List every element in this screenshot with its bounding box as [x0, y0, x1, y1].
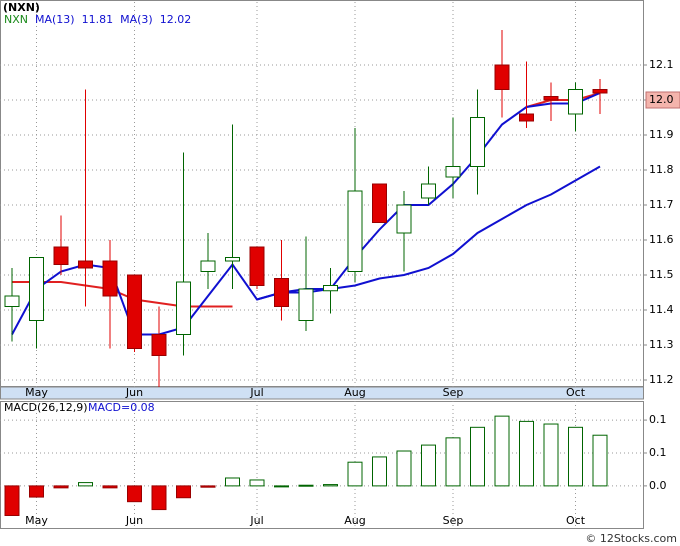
price-panel — [0, 0, 644, 387]
ma-line — [12, 92, 601, 308]
legend-value: 11.81 — [82, 13, 114, 26]
candle-body — [29, 257, 44, 321]
legend: NXN MA(13) 11.81 MA(3) 12.02 — [4, 13, 198, 26]
candle-body — [151, 334, 167, 356]
macd-bar — [347, 461, 363, 487]
macd-bar — [249, 479, 265, 487]
candle-body — [78, 260, 93, 269]
candle-body — [274, 278, 289, 307]
x-tick-label: Aug — [344, 386, 365, 399]
x-tick-label: Jul — [249, 386, 263, 399]
month-strip — [0, 386, 644, 400]
legend-value: 12.02 — [160, 13, 192, 26]
candle-body — [347, 190, 363, 272]
x-tick-label: May — [25, 514, 48, 527]
y-tick-label: 11.7 — [649, 198, 674, 211]
x-tick-label: Sep — [443, 514, 464, 527]
macd-bar — [274, 485, 289, 488]
macd-bar — [29, 485, 44, 498]
y-tick-label: 0.0 — [649, 479, 667, 492]
candle-body — [592, 89, 608, 94]
macd-bar — [568, 426, 583, 487]
macd-legend: MACD=0.08 — [88, 401, 155, 414]
macd-panel — [0, 401, 644, 529]
y-tick-label: 12.1 — [649, 58, 674, 71]
candle-body — [53, 246, 69, 265]
x-tick-label: Sep — [443, 386, 464, 399]
y-tick-label: 11.4 — [649, 303, 674, 316]
y-tick-label: 11.6 — [649, 233, 674, 246]
y-tick-label: 12.0 — [649, 93, 674, 106]
macd-bar — [102, 485, 118, 489]
candle-body — [396, 204, 412, 234]
x-tick-label: May — [25, 386, 48, 399]
candle-body — [200, 260, 216, 272]
macd-bar — [225, 477, 240, 487]
watermark: © 12Stocks.com — [585, 532, 677, 545]
macd-bar — [176, 485, 191, 499]
candle-body — [372, 183, 387, 223]
macd-bar — [543, 423, 559, 487]
x-tick-label: Jun — [125, 514, 143, 527]
macd-bar — [200, 485, 216, 488]
legend-entry: MA(13) — [35, 13, 75, 26]
y-tick-label: 11.5 — [649, 268, 674, 281]
candle-body — [323, 285, 338, 292]
macd-bar — [592, 434, 608, 487]
candle-body — [4, 295, 20, 307]
macd-bar — [470, 426, 485, 487]
legend-entry: NXN — [4, 13, 28, 26]
candle-body — [494, 64, 510, 90]
macd-bar — [151, 485, 167, 511]
x-tick-label: Oct — [566, 386, 586, 399]
macd-bar — [53, 485, 69, 489]
macd-bar — [445, 437, 461, 487]
candle-body — [298, 288, 314, 321]
macd-bar — [396, 450, 412, 487]
ma-line — [256, 165, 601, 301]
candle-body — [127, 274, 142, 349]
macd-bar — [298, 484, 314, 487]
macd-bar — [494, 415, 510, 487]
candle-body — [470, 117, 485, 167]
legend-entry: MA(3) — [120, 13, 153, 26]
candle-body — [102, 260, 118, 297]
macd-title: MACD(26,12,9) — [4, 401, 88, 414]
x-tick-label: Aug — [344, 514, 365, 527]
y-tick-label: 11.2 — [649, 373, 674, 386]
macd-bar — [519, 420, 534, 487]
macd-bar — [127, 485, 142, 503]
candle-body — [421, 183, 436, 199]
chart-title: (NXN) — [3, 1, 40, 14]
candle-body — [249, 246, 265, 286]
y-tick-label: 11.3 — [649, 338, 674, 351]
macd-bar — [78, 482, 93, 487]
candle-body — [543, 96, 559, 101]
y-tick-label: 0.1 — [649, 413, 667, 426]
candle-body — [445, 166, 461, 178]
x-tick-label: Oct — [566, 514, 586, 527]
price-box — [645, 91, 680, 109]
candle-body — [519, 113, 534, 122]
x-tick-label: Jul — [249, 514, 263, 527]
macd-bar — [421, 444, 436, 487]
macd-bar — [323, 484, 338, 487]
macd-bar — [4, 485, 20, 516]
candle-body — [176, 281, 191, 335]
y-tick-label: 11.9 — [649, 128, 674, 141]
candle-body — [225, 257, 240, 262]
macd-bar — [372, 456, 387, 487]
x-tick-label: Jun — [125, 386, 143, 399]
y-tick-label: 0.1 — [649, 446, 667, 459]
y-tick-label: 11.8 — [649, 163, 674, 176]
candle-body — [568, 89, 583, 115]
